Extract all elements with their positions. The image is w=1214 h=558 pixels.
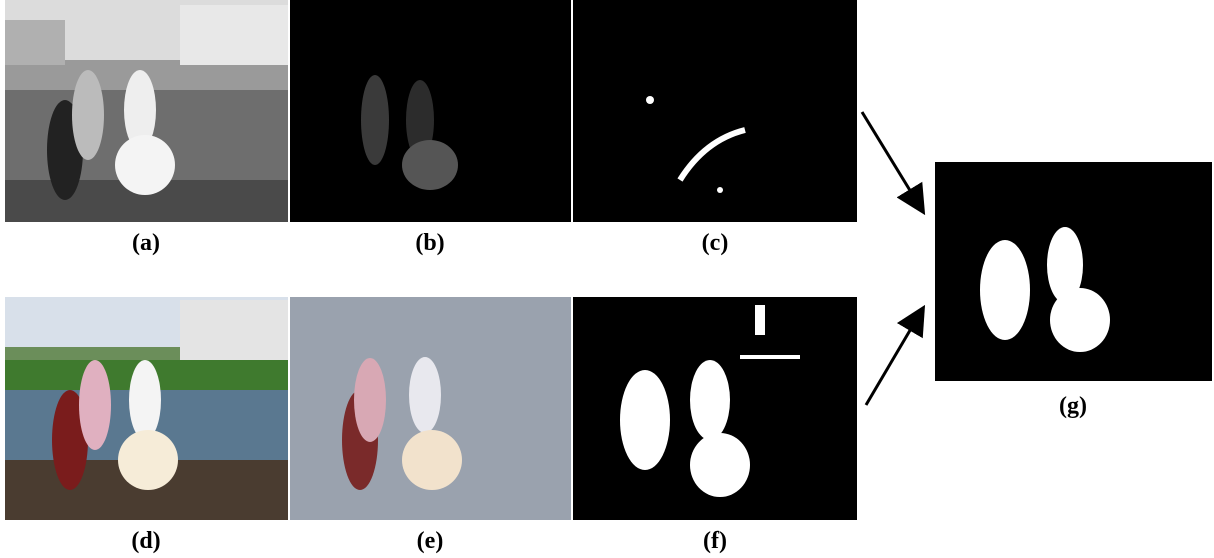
arrow [866,310,922,405]
panel-label: (a) [132,230,160,256]
figure: (a) (b) (c) (d) (e) (f) (g) [0,0,1214,558]
panel-label: (g) [1059,393,1087,419]
arrow [862,112,922,210]
panel-b-image [290,0,571,222]
panel-d-image [5,297,288,520]
panel-c-image [573,0,857,222]
panel-label: (c) [702,230,729,256]
panel-g-image [935,162,1212,381]
panel-e-image [290,297,571,520]
panel-label: (d) [131,528,160,554]
panel-f-image [573,297,857,520]
panel-label: (f) [703,528,727,554]
panel-label: (b) [415,230,444,256]
panel-a-image [5,0,288,222]
panel-label: (e) [417,528,444,554]
